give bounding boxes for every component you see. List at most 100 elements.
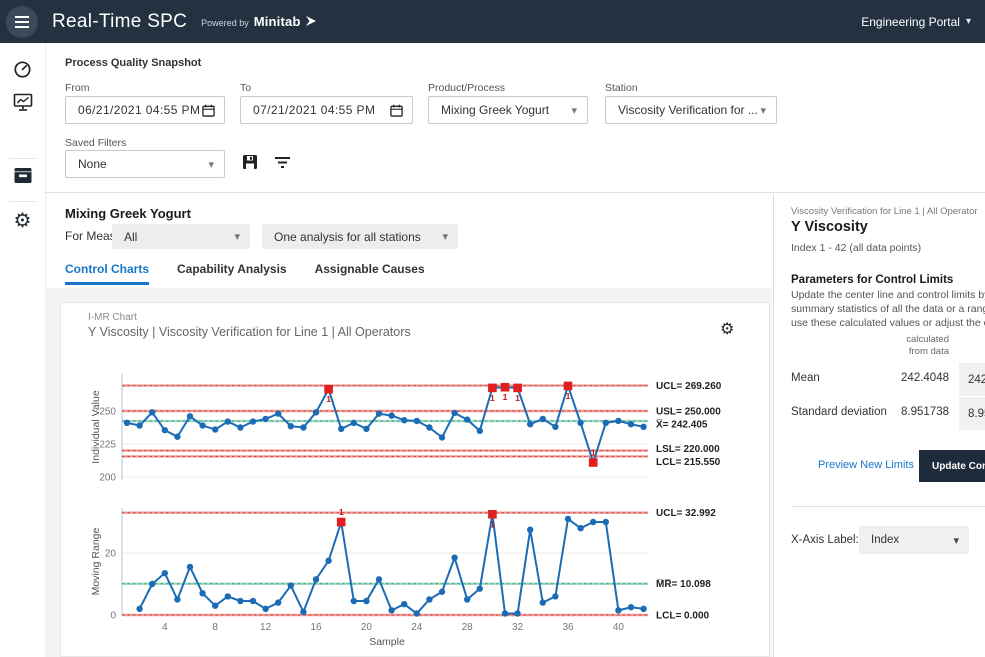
data-point [640,423,647,431]
data-point [174,596,181,603]
settings-gear-icon: ⚙ [13,209,32,232]
x-tick-label: 8 [212,622,218,633]
panel-divider [791,506,985,507]
limit-line-label: LSL= 220.000 [656,444,720,455]
limit-line-label: LCL= 0.000 [656,611,710,622]
data-point [161,569,168,577]
measure-select[interactable]: All ▾ [112,224,250,249]
data-point [325,557,332,564]
test-failure-label: 1 [326,394,331,404]
analysis-select[interactable]: One analysis for all stations ▾ [262,224,458,249]
out-of-control-point [513,383,522,393]
data-point [287,422,294,430]
station-select[interactable]: Viscosity Verification for ... ▾ [605,96,777,124]
x-axis-title: Sample [369,636,405,648]
data-point [438,434,446,441]
data-point [199,590,206,597]
data-point [627,604,635,611]
y-tick-label: 0 [110,611,116,622]
test-failure-label: 1 [515,393,520,403]
app-title: Real-Time SPC [52,10,188,32]
out-of-control-point [500,382,510,392]
menu-button[interactable] [6,5,38,38]
mean-input[interactable]: 242.4048 [959,363,985,396]
column-header: calculated [906,334,949,345]
right-panel: Viscosity Verification for Line 1 | All … [773,194,985,657]
sidebar-item-archive[interactable] [0,163,45,193]
save-filter-button[interactable] [239,153,261,175]
y-tick-label: 20 [105,549,117,560]
test-failure-label: 1 [591,447,596,457]
tab-assignable-causes[interactable]: Assignable Causes [314,262,425,276]
data-point [388,607,395,614]
data-point [136,605,143,612]
data-point [262,415,269,423]
sd-input[interactable]: 8.951738 [959,397,985,430]
preview-new-limits-link[interactable]: Preview New Limits [818,459,914,471]
x-tick-label: 20 [361,622,373,633]
process-title: Mixing Greek Yogurt [65,206,191,221]
chart-settings-gear-icon[interactable]: ⚙ [720,321,735,338]
data-point [312,409,320,416]
chevron-down-icon: ▾ [760,104,766,117]
data-point [577,525,584,532]
x-tick-label: 40 [613,622,625,633]
data-point [577,419,584,427]
portal-menu[interactable]: Engineering Portal ▾ [861,15,971,29]
data-point [186,563,194,571]
update-control-limits-button[interactable]: Update Control Limits [919,450,985,482]
saved-filters-select[interactable]: None ▾ [65,150,225,178]
data-point [527,421,534,428]
data-point [464,416,471,423]
data-point [401,600,408,608]
chart-title: Y Viscosity | Viscosity Verification for… [88,325,411,339]
data-point [413,610,420,617]
data-point [199,422,206,429]
saved-filters-label: Saved Filters [65,137,127,149]
data-point [338,425,345,433]
data-point [413,417,420,425]
data-point [300,608,307,616]
to-date-input[interactable]: 07/21/2021 04:55 PM [240,96,413,124]
data-point [464,596,471,603]
xaxis-select[interactable]: Index ▾ [859,526,969,554]
xaxis-label: X-Axis Label: [791,534,859,546]
portal-menu-label: Engineering Portal [861,14,960,29]
sidebar-item-charts[interactable] [0,90,45,120]
data-point [438,588,446,595]
sidebar-item-settings[interactable]: ⚙ [0,205,45,235]
to-label: To [240,82,252,94]
data-point [375,576,383,583]
panel-title: Y Viscosity [791,219,868,235]
tab-control-charts[interactable]: Control Charts [65,262,149,285]
data-point [212,602,219,609]
from-date-input[interactable]: 06/21/2021 04:55 PM [65,96,225,124]
y-tick-label: 250 [99,407,116,418]
data-point [426,596,433,603]
data-point [476,427,483,434]
chart-type-label: I-MR Chart [88,312,137,323]
filter-list-button[interactable] [271,153,293,175]
data-point [451,554,458,561]
tab-bar: Control Charts Capability Analysis Assig… [65,262,425,285]
charts-monitor-icon [13,93,33,117]
chevron-down-icon: ▾ [953,534,959,547]
section-divider [45,192,985,193]
out-of-control-point [336,517,346,527]
tab-capability-analysis[interactable]: Capability Analysis [177,262,287,276]
product-select[interactable]: Mixing Greek Yogurt ▾ [428,96,588,124]
data-point [590,518,597,526]
data-point [615,417,622,425]
dashboard-gauge-icon [13,60,32,84]
data-point [237,597,244,605]
limit-line-label: M̅R̅= 10.098 [656,578,711,590]
data-point [312,576,320,583]
out-of-control-point [324,384,333,394]
x-tick-label: 28 [462,622,474,633]
data-point [300,424,307,431]
x-tick-label: 4 [162,622,168,633]
data-point [149,580,156,588]
mean-label: Mean [791,372,820,384]
from-label: From [65,82,90,94]
sidebar-item-dashboard[interactable] [0,57,45,87]
